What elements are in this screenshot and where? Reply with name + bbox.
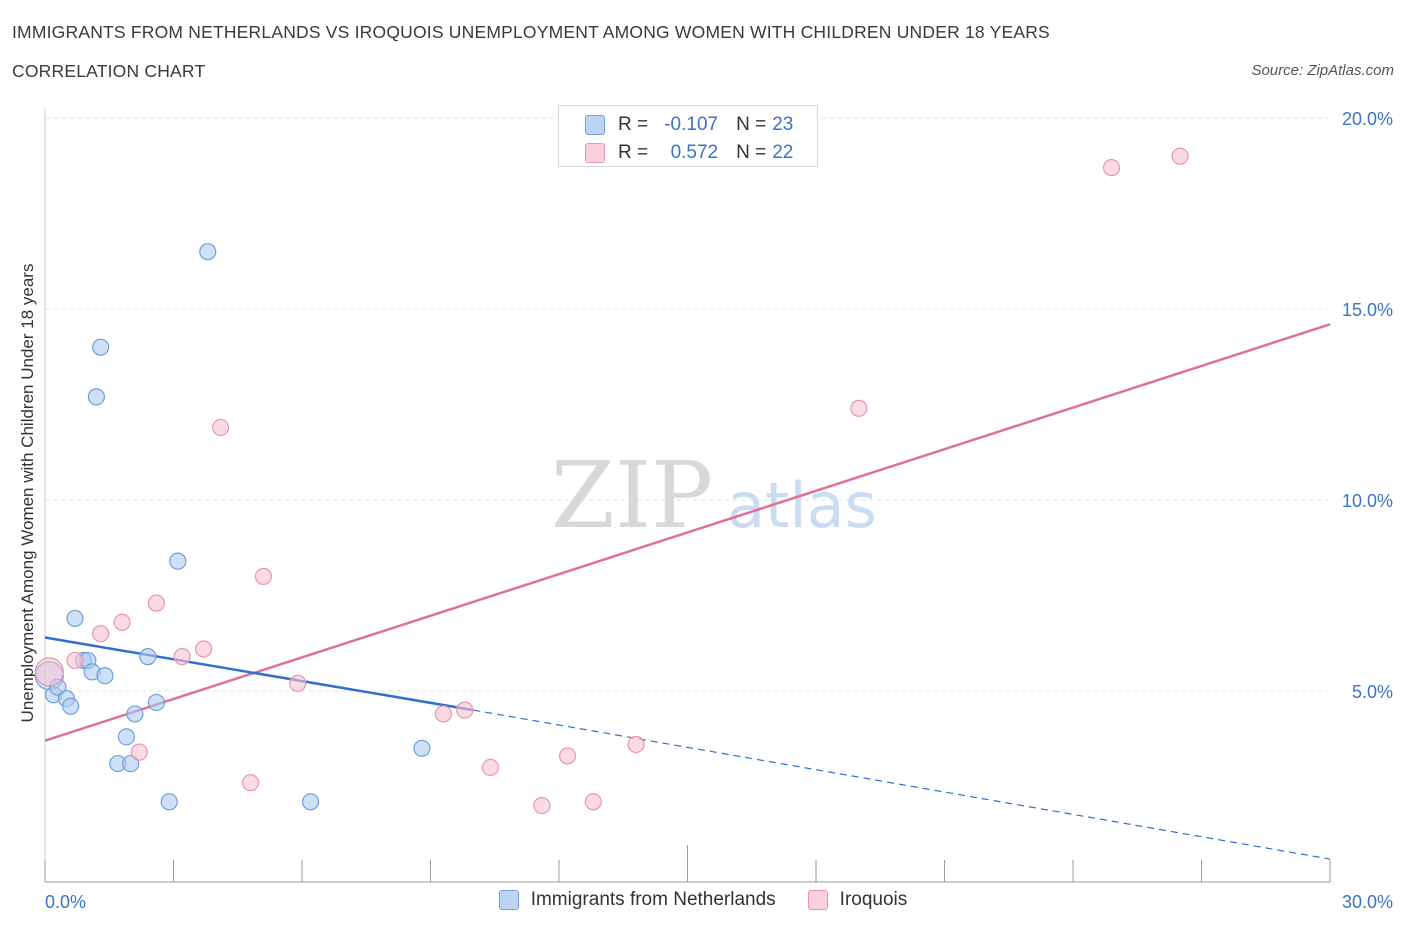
legend-label-netherlands: Immigrants from Netherlands <box>530 889 776 910</box>
point-netherlands <box>199 243 217 261</box>
point-iroquois <box>1102 159 1121 177</box>
point-iroquois <box>533 796 551 815</box>
legend-n-value: 23 <box>772 114 794 135</box>
data-points <box>34 147 1189 815</box>
trend-line-netherlands-extension <box>473 709 1331 860</box>
point-netherlands <box>92 338 110 356</box>
legend-swatch-pink <box>585 143 605 163</box>
point-iroquois <box>66 651 84 670</box>
point-netherlands <box>66 609 84 628</box>
point-iroquois <box>627 735 645 754</box>
legend-label-iroquois: Iroquois <box>839 889 908 910</box>
legend-r-label: R = <box>618 114 649 135</box>
legend-item-iroquois: Iroquois <box>807 889 908 911</box>
legend-n-value: 22 <box>772 142 794 163</box>
point-netherlands <box>139 648 157 666</box>
point-netherlands <box>122 754 140 773</box>
point-iroquois <box>173 648 191 666</box>
chart-source: Source: ZipAtlas.com <box>1251 62 1394 79</box>
tick-labels: 5.0% 10.0% 15.0% 20.0% 0.0% 30.0% <box>45 109 1393 912</box>
legend-r-value: 0.572 <box>670 142 719 163</box>
legend-n-label: N = <box>736 142 767 163</box>
trend-lines <box>44 323 1331 860</box>
legend-swatch-blue <box>585 115 605 135</box>
watermark-atlas: atlas <box>727 469 877 542</box>
legend-row-iroquois: R = 0.572 N = 22 <box>585 141 793 165</box>
point-iroquois <box>92 625 110 643</box>
point-netherlands <box>147 693 165 712</box>
legend-r-label: R = <box>618 142 649 163</box>
point-iroquois <box>289 674 307 692</box>
point-iroquois <box>242 774 260 792</box>
axes <box>44 108 1331 883</box>
point-iroquois <box>434 705 452 723</box>
trend-line-iroquois <box>44 323 1331 742</box>
point-iroquois <box>254 567 273 586</box>
chart-subtitle: CORRELATION CHART <box>12 61 206 81</box>
legend-r-value: -0.107 <box>664 114 719 135</box>
y-tick-label: 15.0% <box>1342 300 1393 320</box>
point-iroquois <box>1171 147 1189 165</box>
point-netherlands <box>126 705 144 723</box>
point-netherlands <box>160 793 178 811</box>
gridlines <box>45 117 1330 692</box>
point-netherlands <box>62 697 80 715</box>
legend-swatch-blue <box>498 890 519 910</box>
point-iroquois <box>147 594 165 612</box>
x-tick-label: 0.0% <box>45 892 86 912</box>
point-netherlands <box>413 739 431 757</box>
y-tick-label: 20.0% <box>1342 109 1393 129</box>
point-netherlands <box>169 552 187 570</box>
point-iroquois <box>113 613 131 631</box>
watermark-zip: ZIP <box>551 442 713 549</box>
series-legend: Immigrants from Netherlands Iroquois <box>0 889 1406 911</box>
point-iroquois <box>558 747 577 765</box>
legend-item-netherlands: Immigrants from Netherlands <box>498 889 776 911</box>
point-iroquois <box>212 418 230 437</box>
point-iroquois <box>130 743 148 761</box>
stats-legend: R = -0.107 N = 23 R = 0.572 N = 22 <box>558 105 818 167</box>
legend-n-label: N = <box>736 114 767 135</box>
chart-title: IMMIGRANTS FROM NETHERLANDS VS IROQUOIS … <box>12 22 1050 42</box>
watermark: ZIP atlas <box>551 442 877 549</box>
point-iroquois <box>456 701 474 719</box>
legend-swatch-pink <box>807 890 828 910</box>
point-netherlands <box>96 667 114 685</box>
x-tick-label: 30.0% <box>1342 892 1393 912</box>
trend-line-netherlands <box>44 636 474 712</box>
legend-row-netherlands: R = -0.107 N = 23 <box>585 113 793 137</box>
point-netherlands <box>301 793 320 811</box>
point-iroquois <box>584 793 602 811</box>
point-netherlands <box>117 728 135 746</box>
point-iroquois <box>194 640 213 658</box>
y-tick-label: 10.0% <box>1342 491 1393 511</box>
point-netherlands <box>87 388 106 406</box>
point-iroquois <box>850 399 868 417</box>
y-tick-label: 5.0% <box>1352 682 1393 702</box>
point-iroquois <box>481 758 500 777</box>
point-iroquois <box>34 657 64 687</box>
